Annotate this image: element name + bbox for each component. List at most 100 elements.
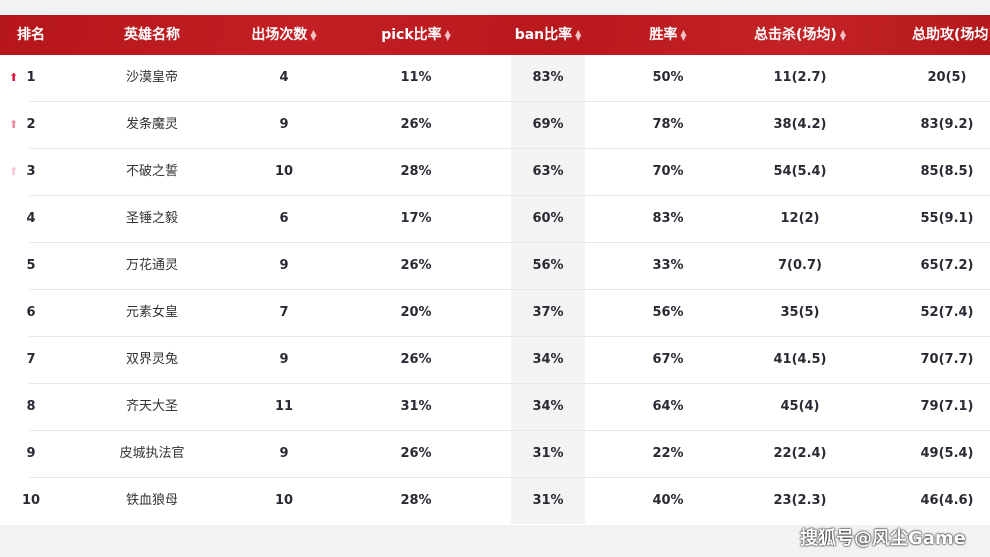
cell-name: 万花通灵 <box>125 258 179 273</box>
cell-pick: 26% <box>400 352 432 367</box>
table-row[interactable]: 8 齐天大圣 11 31% 34% 64% 45(4) 79(7.1) <box>26 384 990 431</box>
header-kills-label: 总击杀(场均) <box>754 27 837 43</box>
header-assists[interactable]: 总助攻(场均)▲▼ <box>912 15 990 55</box>
cell-kills: 22(2.4) <box>773 446 827 461</box>
cell-matches: 9 <box>279 352 289 367</box>
rank-up-arrow-icon: ⬆ <box>9 118 19 131</box>
table-row[interactable]: ⬆ 3 不破之誓 10 28% 63% 70% 54(5.4) 85(8.5) <box>9 149 990 196</box>
table-row[interactable]: 10 铁血狼母 10 28% 31% 40% 23(2.3) 46(4.6) <box>22 478 990 525</box>
cell-win: 64% <box>652 399 684 414</box>
header-kills[interactable]: 总击杀(场均) ▲ ▼ <box>754 15 846 55</box>
cell-assists: 85(8.5) <box>920 164 974 179</box>
cell-rank: 3 <box>26 164 36 179</box>
cell-kills: 7(0.7) <box>778 258 822 273</box>
watermark: 搜狐号@风尘Game <box>800 528 966 549</box>
table-row[interactable]: 6 元素女皇 7 20% 37% 56% 35(5) 52(7.4) <box>26 290 990 337</box>
header-win-label: 胜率 <box>649 27 678 43</box>
cell-kills: 54(5.4) <box>773 164 827 179</box>
hero-stats-table: 排名 英雄名称 出场次数 ▲ ▼ pick比率 ▲ ▼ ban比率 ▲ ▼ 胜率 ▲ ▼ 总击杀… <box>0 15 990 525</box>
cell-matches: 10 <box>274 493 294 508</box>
cell-matches: 7 <box>279 305 289 320</box>
cell-rank: 7 <box>26 352 36 367</box>
header-matches-label: 出场次数 <box>251 27 308 43</box>
table-body: ⬆ 1 沙漠皇帝 4 11% 83% 50% 11(2.7) 20(5) ⬆ 2 发条魔灵 9 26% 69… <box>0 55 990 525</box>
header-matches[interactable]: 出场次数 ▲ ▼ <box>251 15 316 55</box>
cell-name: 发条魔灵 <box>125 117 179 132</box>
cell-win: 33% <box>652 258 684 273</box>
table-row[interactable]: ⬆ 1 沙漠皇帝 4 11% 83% 50% 11(2.7) 20(5) <box>9 55 990 102</box>
cell-assists: 49(5.4) <box>920 446 974 461</box>
table-row[interactable]: ⬆ 2 发条魔灵 9 26% 69% 78% 38(4.2) 83(9.2) <box>9 102 990 149</box>
cell-rank: 8 <box>26 399 36 414</box>
cell-ban: 69% <box>532 117 564 132</box>
cell-matches: 9 <box>279 117 289 132</box>
cell-kills: 12(2) <box>780 211 820 226</box>
cell-assists: 70(7.7) <box>920 352 974 367</box>
cell-ban: 63% <box>532 164 564 179</box>
cell-ban: 31% <box>532 446 564 461</box>
cell-pick: 20% <box>400 305 432 320</box>
cell-ban: 31% <box>532 493 564 508</box>
cell-ban: 34% <box>532 399 564 414</box>
cell-pick: 28% <box>400 493 432 508</box>
cell-name: 铁血狼母 <box>125 493 179 508</box>
cell-ban: 56% <box>532 258 564 273</box>
header-ban[interactable]: ban比率 ▲ ▼ <box>515 15 582 55</box>
cell-matches: 11 <box>274 399 294 414</box>
table-header: 排名 英雄名称 出场次数 ▲ ▼ pick比率 ▲ ▼ ban比率 ▲ ▼ 胜率 ▲ ▼ 总击杀… <box>0 15 990 55</box>
cell-kills: 41(4.5) <box>773 352 827 367</box>
cell-pick: 26% <box>400 258 432 273</box>
cell-kills: 38(4.2) <box>773 117 827 132</box>
cell-pick: 26% <box>400 117 432 132</box>
cell-win: 70% <box>652 164 684 179</box>
cell-matches: 6 <box>279 211 289 226</box>
cell-name: 元素女皇 <box>125 305 179 320</box>
rank-up-arrow-icon: ⬆ <box>9 165 19 178</box>
cell-assists: 83(9.2) <box>920 117 974 132</box>
header-assists-label: 总助攻(场均) <box>912 27 990 43</box>
cell-ban: 37% <box>532 305 564 320</box>
cell-assists: 65(7.2) <box>920 258 974 273</box>
cell-rank: 5 <box>26 258 36 273</box>
rank-up-arrow-icon: ⬆ <box>9 71 19 84</box>
cell-name: 不破之誓 <box>125 164 179 179</box>
cell-ban: 83% <box>532 70 564 85</box>
cell-pick: 17% <box>400 211 432 226</box>
header-win[interactable]: 胜率 ▲ ▼ <box>649 15 686 55</box>
cell-pick: 26% <box>400 446 432 461</box>
cell-assists: 52(7.4) <box>920 305 974 320</box>
cell-matches: 9 <box>279 258 289 273</box>
cell-kills: 35(5) <box>780 305 820 320</box>
table-row[interactable]: 4 圣锤之毅 6 17% 60% 83% 12(2) 55(9.1) <box>26 196 990 243</box>
cell-pick: 28% <box>400 164 432 179</box>
cell-matches: 9 <box>279 446 289 461</box>
table-row[interactable]: 7 双界灵兔 9 26% 34% 67% 41(4.5) 70(7.7) <box>26 337 990 384</box>
table-row[interactable]: 9 皮城执法官 9 26% 31% 22% 22(2.4) 49(5.4) <box>26 431 990 478</box>
cell-win: 56% <box>652 305 684 320</box>
cell-matches: 4 <box>279 70 289 85</box>
cell-pick: 31% <box>400 399 432 414</box>
table-row[interactable]: 5 万花通灵 9 26% 56% 33% 7(0.7) 65(7.2) <box>26 243 990 290</box>
sort-icon[interactable]: ▲ ▼ <box>575 28 582 42</box>
cell-name: 双界灵兔 <box>125 352 179 367</box>
header-name: 英雄名称 <box>124 27 180 43</box>
cell-rank: 10 <box>21 493 41 508</box>
sort-icon[interactable]: ▲ ▼ <box>839 28 846 42</box>
cell-rank: 6 <box>26 305 36 320</box>
cell-win: 50% <box>652 70 684 85</box>
cell-assists: 79(7.1) <box>920 399 974 414</box>
cell-pick: 11% <box>400 70 432 85</box>
header-pick[interactable]: pick比率 ▲ ▼ <box>381 15 451 55</box>
cell-name: 皮城执法官 <box>119 446 185 461</box>
header-rank: 排名 <box>17 27 45 43</box>
cell-ban: 34% <box>532 352 564 367</box>
cell-name: 圣锤之毅 <box>125 211 179 226</box>
cell-ban: 60% <box>532 211 564 226</box>
sort-icon[interactable]: ▲ ▼ <box>444 28 451 42</box>
sort-icon[interactable]: ▲ ▼ <box>310 28 317 42</box>
cell-kills: 23(2.3) <box>773 493 827 508</box>
cell-win: 67% <box>652 352 684 367</box>
cell-rank: 4 <box>26 211 36 226</box>
cell-name: 齐天大圣 <box>125 399 179 414</box>
sort-icon[interactable]: ▲ ▼ <box>680 28 687 42</box>
